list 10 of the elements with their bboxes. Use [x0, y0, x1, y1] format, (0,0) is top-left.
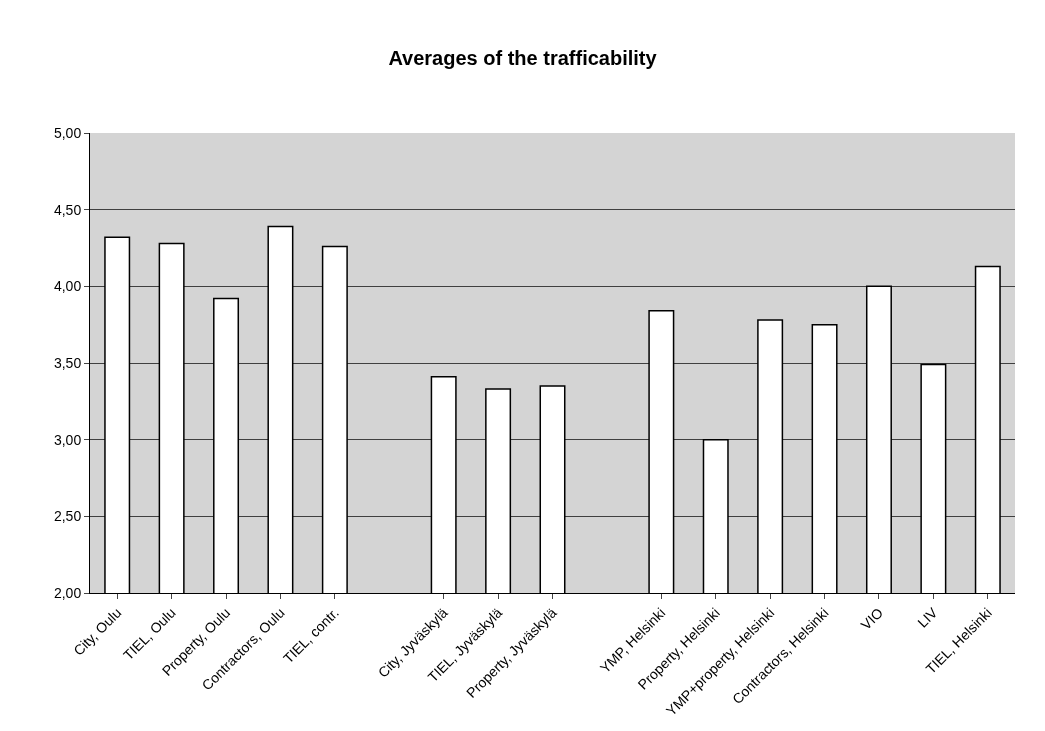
- x-tick-label: LIV: [914, 604, 941, 631]
- y-tick-label: 2,00: [53, 584, 82, 601]
- y-tick-label: 4,00: [53, 278, 82, 295]
- y-tick-label: 5,00: [53, 124, 82, 141]
- x-tick-label: VIO: [857, 604, 887, 633]
- y-tick-label: 3,00: [53, 431, 82, 448]
- y-tick-label: 3,50: [53, 354, 82, 371]
- chart-title: Averages of the trafficability: [388, 47, 658, 70]
- y-tick-label: 2,50: [53, 508, 82, 525]
- y-tick-label: 4,50: [53, 201, 82, 218]
